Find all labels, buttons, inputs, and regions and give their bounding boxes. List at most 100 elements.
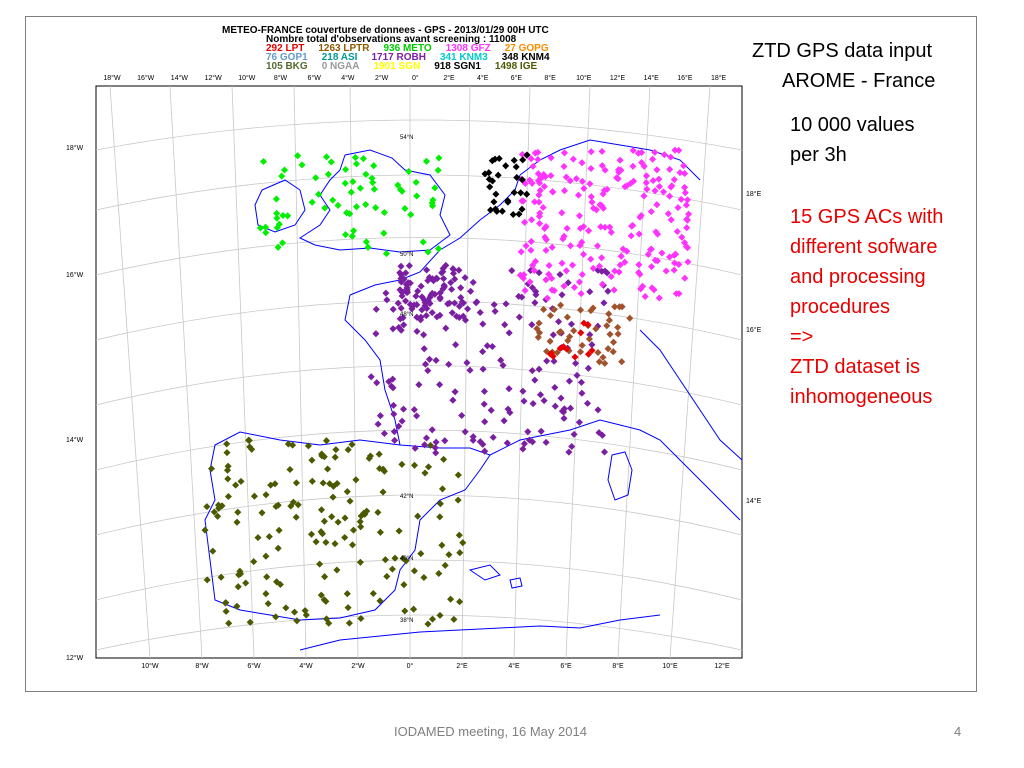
station-marker xyxy=(487,206,495,214)
axis-label: 4°W xyxy=(341,74,355,82)
station-marker xyxy=(350,227,358,235)
station-marker xyxy=(658,249,666,257)
station-marker xyxy=(527,246,535,254)
station-marker xyxy=(329,493,337,501)
station-marker xyxy=(566,177,574,185)
station-marker xyxy=(604,287,612,295)
station-marker xyxy=(542,276,550,284)
station-marker xyxy=(560,187,569,195)
station-marker xyxy=(578,177,586,185)
station-marker xyxy=(321,204,329,212)
axis-label: 40°N xyxy=(400,556,413,562)
ac-label: 1308 GFZ xyxy=(445,43,491,54)
station-marker xyxy=(638,148,646,157)
station-marker xyxy=(667,216,675,224)
station-marker xyxy=(454,496,462,504)
station-marker xyxy=(598,267,606,275)
station-marker xyxy=(413,192,421,200)
station-marker xyxy=(424,620,432,628)
station-marker xyxy=(543,294,551,302)
side-red-text: 15 GPS ACs with different sofware and proc… xyxy=(790,202,943,412)
station-marker xyxy=(232,481,240,489)
station-marker xyxy=(548,188,557,196)
station-marker xyxy=(660,151,668,159)
station-marker xyxy=(651,148,659,156)
station-marker xyxy=(666,192,674,200)
station-marker xyxy=(370,162,378,170)
axis-label: 14°E xyxy=(746,497,762,505)
station-marker xyxy=(233,602,241,610)
station-marker xyxy=(637,211,645,220)
station-marker xyxy=(600,299,608,307)
station-marker xyxy=(601,223,609,231)
station-marker xyxy=(649,155,657,163)
station-marker xyxy=(531,198,539,206)
station-marker xyxy=(666,165,674,173)
station-marker xyxy=(365,454,373,462)
stations-lpt xyxy=(546,319,596,361)
station-marker xyxy=(428,426,436,434)
station-marker xyxy=(400,321,408,329)
station-marker xyxy=(466,366,474,374)
station-marker xyxy=(681,169,689,178)
station-marker xyxy=(505,329,513,337)
station-marker xyxy=(390,428,398,436)
axis-label: 10°W xyxy=(238,74,256,82)
station-marker xyxy=(469,278,477,286)
station-marker xyxy=(510,188,518,197)
station-marker xyxy=(587,307,595,315)
station-marker xyxy=(459,539,467,547)
station-marker xyxy=(498,207,506,215)
station-marker xyxy=(479,320,487,328)
station-marker xyxy=(585,227,593,235)
station-marker xyxy=(426,441,435,449)
station-marker xyxy=(203,503,211,511)
station-marker xyxy=(448,309,456,317)
station-marker xyxy=(517,248,525,256)
station-marker xyxy=(565,377,573,385)
station-marker xyxy=(420,345,428,353)
station-marker xyxy=(555,318,563,326)
station-marker xyxy=(635,230,643,238)
station-marker xyxy=(456,549,464,557)
station-marker xyxy=(545,261,553,270)
station-marker xyxy=(233,518,241,526)
station-marker xyxy=(578,389,586,397)
stations-ige xyxy=(201,436,467,628)
station-marker xyxy=(421,441,429,449)
station-marker xyxy=(542,438,550,446)
station-marker xyxy=(542,236,550,244)
station-marker xyxy=(635,261,643,269)
station-marker xyxy=(674,204,682,212)
station-marker xyxy=(398,292,406,300)
station-marker xyxy=(567,320,576,328)
axis-label: 18°E xyxy=(711,74,727,82)
station-marker xyxy=(629,162,637,170)
station-marker xyxy=(321,573,329,581)
station-marker xyxy=(491,307,499,315)
station-marker xyxy=(605,310,613,318)
station-marker xyxy=(540,397,548,405)
station-marker xyxy=(419,238,427,246)
station-marker xyxy=(382,250,391,258)
station-marker xyxy=(569,155,577,163)
station-marker xyxy=(431,444,439,452)
station-marker xyxy=(675,146,683,154)
station-marker xyxy=(655,294,663,302)
station-marker xyxy=(331,453,339,461)
station-marker xyxy=(523,151,531,159)
station-marker xyxy=(551,383,559,392)
station-marker xyxy=(356,184,364,192)
station-marker xyxy=(534,333,542,341)
station-marker xyxy=(519,445,527,453)
station-marker xyxy=(531,376,539,384)
station-marker xyxy=(395,323,403,332)
station-marker xyxy=(565,448,573,456)
ac-label: 1263 LPTR xyxy=(318,43,370,54)
red-line: 15 GPS ACs with xyxy=(790,206,944,228)
side-title-line2: AROME - France xyxy=(782,70,936,92)
station-marker xyxy=(426,293,434,302)
station-marker xyxy=(301,607,309,615)
station-marker xyxy=(412,178,420,186)
stations-knm xyxy=(481,151,531,219)
